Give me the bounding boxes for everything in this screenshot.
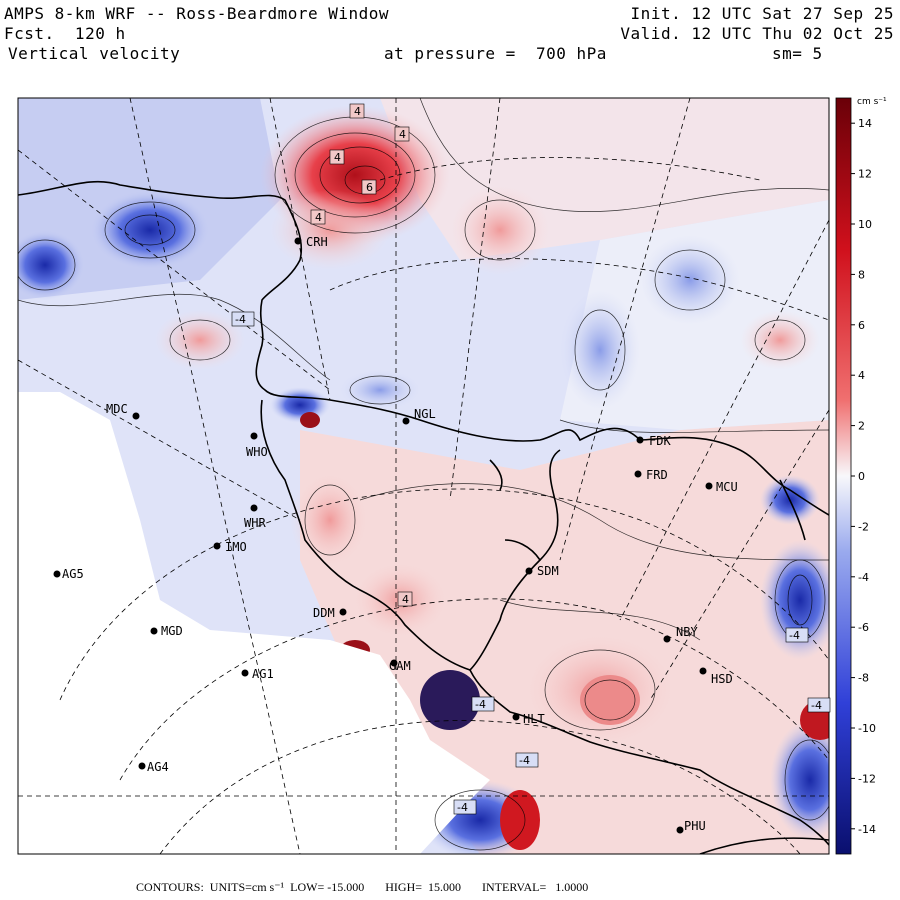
svg-text:SDM: SDM: [537, 564, 559, 578]
svg-text:FDK: FDK: [649, 434, 671, 448]
station-hlt: HLT: [512, 712, 545, 726]
svg-text:-4: -4: [457, 801, 468, 814]
station-sdm: SDM: [525, 564, 559, 578]
station-mgd: MGD: [150, 624, 183, 638]
svg-text:-4: -4: [789, 629, 800, 642]
colorbar-tick-label: 4: [858, 369, 865, 382]
station-ddm: DDM: [313, 606, 347, 620]
station-nby: NBY: [663, 625, 698, 643]
colorbar-tick-label: -12: [858, 772, 876, 785]
svg-text:HSD: HSD: [711, 672, 733, 686]
contour-label: -4: [807, 697, 831, 713]
station-frd: FRD: [634, 468, 668, 482]
svg-text:AG5: AG5: [62, 567, 84, 581]
field-area: [18, 98, 829, 854]
contour-label: 4: [329, 149, 345, 165]
svg-text:-4: -4: [235, 313, 246, 326]
colorbar-units: cm s⁻¹: [857, 97, 887, 107]
svg-text:4: 4: [402, 593, 409, 606]
colorbar-tick-label: 12: [858, 168, 872, 181]
contour-label: 4: [397, 591, 413, 607]
model-title: AMPS 8-km WRF -- Ross-Beardmore Window: [4, 4, 390, 23]
contour-labels: 4 4 4 6 4 -4 4 -4 -4 -4 -4 -4: [231, 103, 831, 815]
station-phu: PHU: [676, 819, 706, 834]
svg-text:PHU: PHU: [684, 819, 706, 833]
svg-text:AG4: AG4: [147, 760, 169, 774]
svg-text:4: 4: [315, 211, 322, 224]
station-mdc: MDC: [106, 402, 140, 420]
colorbar-tick-label: 14: [858, 117, 872, 130]
contour-info: CONTOURS: UNITS=cm s⁻¹ LOW= -15.000 HIGH…: [136, 880, 589, 894]
colorbar-ticks: 14 12 10 8 6 4 2 0 -2 -4 -6 -8 -10 -12 -14: [851, 117, 876, 836]
colorbar-tick-label: -6: [858, 621, 869, 634]
smoothing: sm= 5: [772, 44, 823, 63]
svg-text:HLT: HLT: [523, 712, 545, 726]
contour-label: -4: [785, 627, 809, 643]
station-who: WHO: [246, 432, 268, 459]
svg-text:-4: -4: [811, 699, 822, 712]
contour-label: -4: [515, 752, 539, 768]
colorbar: cm s⁻¹ 14 12 10 8 6 4 2 0 -2 -4 -6 -8 -10 -12 -14: [835, 97, 887, 855]
station-whr: WHR: [244, 504, 266, 530]
svg-text:IMO: IMO: [225, 540, 247, 554]
colorbar-tick-label: 0: [858, 470, 865, 483]
svg-text:CRH: CRH: [306, 235, 328, 249]
svg-text:NBY: NBY: [676, 625, 698, 639]
svg-text:6: 6: [366, 181, 373, 194]
colorbar-tick-label: -8: [858, 672, 869, 685]
colorbar-tick-label: 10: [858, 218, 872, 231]
colorbar-tick-label: 6: [858, 319, 865, 332]
svg-text:4: 4: [354, 105, 361, 118]
svg-text:MDC: MDC: [106, 402, 128, 416]
station-gam: GAM: [389, 659, 411, 673]
station-mcu: MCU: [705, 480, 738, 494]
forecast-hour: Fcst. 120 h: [4, 24, 126, 43]
contour-label: 6: [361, 179, 377, 195]
colorbar-tick-label: -14: [858, 823, 876, 836]
contour-label: -4: [471, 696, 495, 712]
contour-label: -4: [231, 311, 255, 327]
colorbar-tick-label: -10: [858, 722, 876, 735]
station-ag4: AG4: [138, 760, 169, 774]
colorbar-tick-label: 8: [858, 268, 865, 281]
contour-label: 4: [310, 209, 326, 225]
station-ngl: NGL: [402, 407, 436, 425]
svg-text:AG1: AG1: [252, 667, 274, 681]
stations: MDC NGL FDK FRD MCU WHO IMO WHR SDM AG5 …: [53, 235, 738, 834]
field-name: Vertical velocity: [8, 44, 181, 63]
colorbar-tick-label: -2: [858, 520, 869, 533]
station-fdk: FDK: [636, 434, 671, 448]
svg-text:MCU: MCU: [716, 480, 738, 494]
colorbar-tick-label: -4: [858, 571, 869, 584]
svg-text:WHO: WHO: [246, 445, 268, 459]
valid-time: Valid. 12 UTC Thu 02 Oct 25: [620, 24, 894, 43]
init-time: Init. 12 UTC Sat 27 Sep 25: [630, 4, 894, 23]
pressure-level: at pressure = 700 hPa: [384, 44, 607, 63]
svg-text:GAM: GAM: [389, 659, 411, 673]
station-ag1: AG1: [241, 667, 274, 681]
svg-text:WHR: WHR: [244, 516, 266, 530]
svg-text:-4: -4: [475, 698, 486, 711]
colorbar-tick-label: 2: [858, 420, 865, 433]
contour-label: 4: [394, 126, 410, 142]
svg-text:MGD: MGD: [161, 624, 183, 638]
contour-label: -4: [453, 799, 477, 815]
svg-text:DDM: DDM: [313, 606, 335, 620]
station-imo: IMO: [213, 540, 247, 554]
svg-text:4: 4: [399, 128, 406, 141]
svg-text:FRD: FRD: [646, 468, 668, 482]
svg-text:NGL: NGL: [414, 407, 436, 421]
svg-text:-4: -4: [519, 754, 530, 767]
station-ag5: AG5: [53, 567, 84, 581]
station-hsd: HSD: [699, 667, 733, 686]
station-crh: CRH: [294, 235, 328, 249]
contour-label: 4: [349, 103, 365, 119]
svg-text:4: 4: [334, 151, 341, 164]
